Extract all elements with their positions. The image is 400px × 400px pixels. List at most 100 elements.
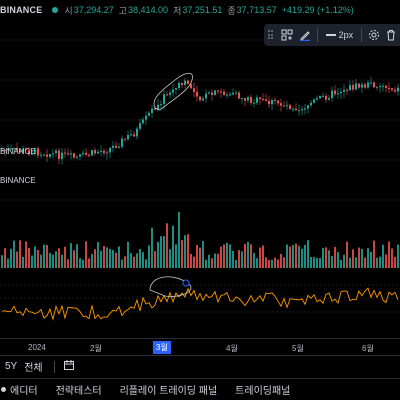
line-width-button[interactable]: 2px	[321, 24, 358, 46]
candle-body	[73, 153, 75, 158]
candle-body	[328, 98, 330, 100]
candle-body	[205, 93, 207, 99]
volume-bar	[64, 246, 66, 268]
candle-body	[61, 152, 63, 160]
volume-bar	[133, 256, 135, 268]
candle-body	[361, 84, 363, 88]
candle-body	[4, 149, 6, 151]
candle-body	[154, 108, 156, 110]
candle-body	[190, 84, 192, 89]
header-symbol[interactable]: BINANCE	[0, 5, 43, 15]
candle-body	[37, 148, 39, 156]
candle-body	[28, 150, 30, 155]
candle-body	[391, 88, 393, 90]
tab-trading-panel[interactable]: 트레이딩패널	[235, 386, 291, 397]
candle-body	[79, 154, 81, 157]
candle-body	[94, 150, 96, 154]
volume-bar	[214, 253, 216, 268]
open-label: 시	[64, 5, 73, 16]
indicator-line	[1, 287, 399, 321]
candle-body	[25, 148, 27, 151]
volume-bar	[82, 259, 84, 268]
pencil-icon[interactable]	[296, 24, 314, 46]
candle-body	[172, 89, 174, 93]
volume-bar	[19, 240, 21, 268]
panel-status-icon	[1, 387, 6, 392]
candle-body	[85, 152, 87, 155]
price-chart[interactable]	[0, 0, 400, 338]
volume-bar	[250, 244, 252, 268]
volume-bar	[256, 258, 258, 268]
volume-bar	[181, 239, 183, 268]
volume-bar	[127, 241, 129, 268]
date-range-icon[interactable]	[63, 359, 75, 374]
volume-bar	[316, 257, 318, 268]
volume-bar	[265, 257, 267, 268]
apply-to-all-icon[interactable]	[277, 24, 297, 46]
volume-bar	[202, 241, 204, 268]
volume-bar	[172, 225, 174, 268]
volume-bar	[346, 241, 348, 268]
candle-body	[298, 110, 300, 112]
candle-body	[307, 105, 309, 109]
candle-body	[292, 108, 294, 110]
tab-replay-trading-panel[interactable]: 리플레이 트레이딩 패널	[119, 386, 218, 397]
candle-body	[271, 99, 273, 105]
volume-bar	[196, 244, 198, 268]
volume-bar	[97, 242, 99, 268]
time-axis[interactable]: 2024 2월 3월 4월 5월 6월	[0, 338, 400, 355]
tab-editor[interactable]: 에디터	[10, 386, 38, 397]
candle-body	[232, 92, 234, 95]
range-all-button[interactable]: 전체	[24, 363, 43, 374]
range-divider	[53, 360, 55, 373]
volume-bar	[28, 247, 30, 268]
candle-body	[223, 91, 225, 95]
tab-strategy-tester[interactable]: 전략테스터	[55, 386, 102, 397]
candle-body	[301, 109, 303, 111]
candle-body	[184, 80, 186, 85]
volume-bar	[178, 211, 180, 268]
volume-bar	[268, 259, 270, 268]
candle-body	[151, 108, 153, 113]
volume-bar	[211, 258, 213, 268]
candle-body	[280, 103, 282, 106]
volume-bar	[145, 259, 147, 268]
candle-body	[214, 90, 216, 95]
drawn-highlight-shape	[149, 276, 192, 297]
candle-body	[100, 150, 102, 152]
volume-bar	[37, 250, 39, 268]
volume-bar	[190, 253, 192, 268]
volume-bar	[142, 252, 144, 268]
volume-bar	[325, 247, 327, 268]
candle-body	[379, 86, 381, 88]
candle-body	[229, 94, 231, 96]
candle-body	[235, 92, 237, 94]
main-series-label[interactable]: BINANCE	[0, 147, 36, 156]
volume-bar	[94, 249, 96, 268]
volume-series-label[interactable]: BINANCE	[0, 176, 36, 185]
volume-bar	[253, 253, 255, 268]
candle-body	[55, 150, 57, 154]
volume-bar	[118, 246, 120, 268]
delete-icon[interactable]	[382, 24, 400, 46]
candle-body	[295, 108, 297, 111]
candle-body	[343, 89, 345, 92]
candle-body	[130, 134, 132, 136]
line-width-icon	[325, 34, 336, 36]
settings-icon[interactable]	[365, 24, 383, 46]
volume-bar	[223, 244, 225, 268]
range-5y-button[interactable]: 5Y	[5, 361, 18, 372]
volume-bar	[313, 257, 315, 268]
time-tick: 2월	[90, 344, 102, 353]
bottom-tab-bar: 에디터 전략테스터 리플레이 트레이딩 패널 트레이딩패널	[0, 378, 400, 400]
drawn-highlight-shape	[153, 72, 193, 111]
candle-body	[316, 98, 318, 100]
candle-body	[196, 91, 198, 97]
toolbar-divider	[316, 28, 318, 42]
candle-body	[283, 105, 285, 107]
candle-body	[169, 92, 171, 95]
chart-pane[interactable]: BINANCE 시 37,294.27 고 38,414.00 저 37,251…	[0, 0, 400, 355]
toolbar-divider	[360, 28, 362, 42]
drag-grip-icon[interactable]	[267, 28, 275, 42]
volume-bar	[304, 245, 306, 268]
